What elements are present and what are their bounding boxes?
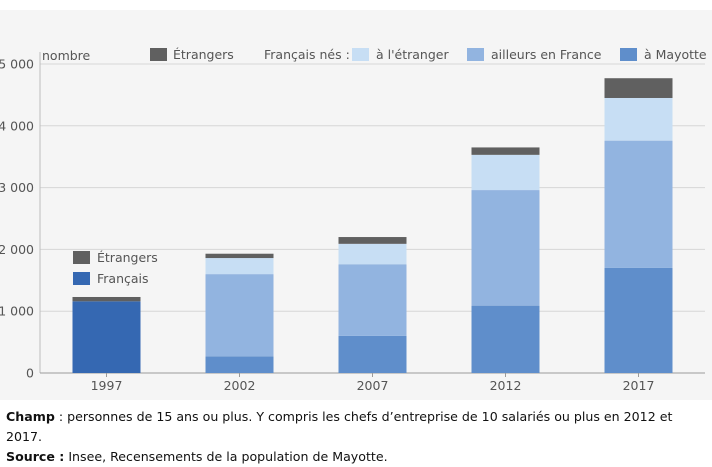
- y-tick-label: 1 000: [0, 304, 34, 319]
- y-tick-label: 5 000: [0, 57, 34, 72]
- legend-label: ailleurs en France: [491, 47, 602, 62]
- legend-swatch: [620, 48, 637, 61]
- y-axis-label: nombre: [42, 48, 91, 63]
- bar-segment: [471, 147, 540, 155]
- source-text: Insee, Recensements de la population de …: [64, 449, 388, 464]
- legend-label: à Mayotte: [644, 47, 707, 62]
- y-tick-label: 2 000: [0, 242, 34, 257]
- legend-prefix: Français nés :: [264, 47, 350, 62]
- bar-segment: [205, 274, 274, 357]
- bar-segment: [471, 305, 540, 373]
- bar-segment: [205, 356, 274, 373]
- x-tick-label: 2017: [623, 378, 655, 393]
- bar-segment: [604, 97, 673, 141]
- champ-note: Champ : personnes de 15 ans ou plus. Y c…: [6, 407, 712, 447]
- y-tick-label: 3 000: [0, 180, 34, 195]
- bar-segment: [72, 301, 141, 373]
- inset-legend-swatch: [73, 251, 90, 264]
- bar-segment: [338, 243, 407, 265]
- bar-segment: [338, 264, 407, 336]
- x-tick-label: 2012: [490, 378, 522, 393]
- bar-segment: [338, 335, 407, 373]
- champ-text: : personnes de 15 ans ou plus. Y compris…: [6, 409, 673, 444]
- bar-segment: [338, 237, 407, 244]
- legend-swatch: [150, 48, 167, 61]
- bar-segment: [72, 296, 141, 302]
- bar-segment: [604, 140, 673, 268]
- chart-notes: Champ : personnes de 15 ans ou plus. Y c…: [6, 407, 712, 467]
- legend-label: à l'étranger: [376, 47, 449, 62]
- inset-legend-label: Français: [97, 271, 149, 286]
- y-tick-label: 0: [26, 366, 34, 381]
- chart-area: 0 1 000 2 000 3 000 4 000 5 000 1997 2002 2007 20…: [0, 10, 712, 400]
- x-tick-label: 1997: [91, 378, 123, 393]
- source-note: Source : Insee, Recensements de la popul…: [6, 447, 712, 467]
- bar-segment: [205, 253, 274, 259]
- source-label: Source :: [6, 449, 65, 464]
- bar-segment: [205, 258, 274, 275]
- bar-segment: [471, 154, 540, 191]
- bar-segment: [604, 267, 673, 373]
- legend-swatch: [467, 48, 484, 61]
- legend-label: Étrangers: [173, 47, 234, 62]
- stacked-bar-chart: 0 1 000 2 000 3 000 4 000 5 000 1997 2002 2007 20…: [0, 47, 707, 393]
- x-tick-label: 2002: [224, 378, 256, 393]
- bar-segment: [471, 190, 540, 306]
- bar-segment: [604, 78, 673, 98]
- champ-label: Champ: [6, 409, 55, 424]
- inset-legend-swatch: [73, 272, 90, 285]
- legend-swatch: [352, 48, 369, 61]
- x-tick-label: 2007: [357, 378, 389, 393]
- y-tick-label: 4 000: [0, 118, 34, 133]
- inset-legend-label: Étrangers: [97, 250, 158, 265]
